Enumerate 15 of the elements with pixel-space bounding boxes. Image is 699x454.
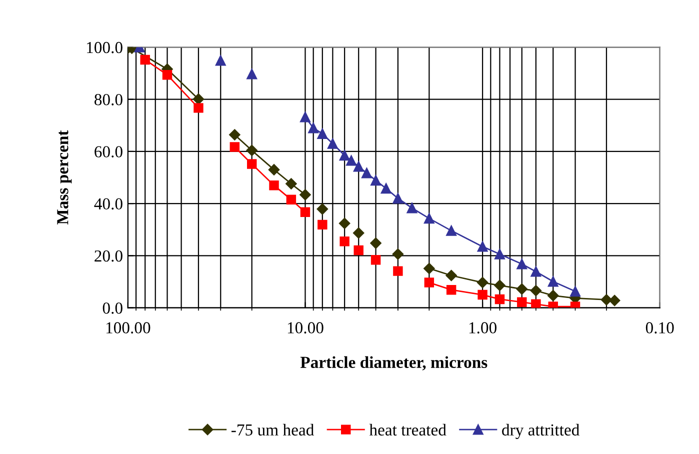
legend-label: heat treated <box>369 424 446 436</box>
x-tick-label: 10.00 <box>288 322 324 334</box>
y-tick-label: 100.0 <box>87 42 122 54</box>
y-tick-label: 60.0 <box>94 146 122 158</box>
x-axis-title: Particle diameter, microns <box>300 356 488 370</box>
x-tick-label: 1.00 <box>469 322 496 334</box>
x-tick-label: 0.10 <box>646 322 674 334</box>
y-tick-label: 20.0 <box>94 250 122 262</box>
y-tick-label: 0.0 <box>102 302 122 314</box>
y-tick-label: 80.0 <box>94 94 122 106</box>
legend-label: dry attritted <box>502 424 580 439</box>
legend-label: -75 um head <box>232 424 314 436</box>
y-tick-label: 40.0 <box>94 198 122 210</box>
y-axis-title: Mass percent <box>57 130 72 225</box>
x-tick-label: 100.00 <box>106 322 150 334</box>
